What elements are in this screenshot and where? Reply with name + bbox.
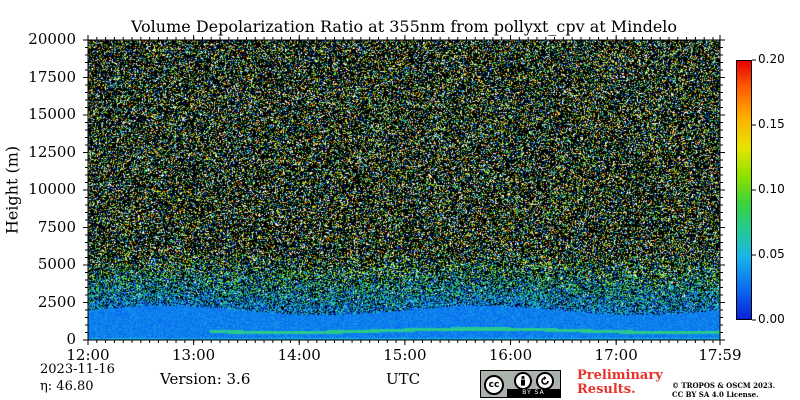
by-person-icon — [514, 372, 532, 390]
y-tick-label: 7500 — [37, 217, 76, 236]
eta-label: η: 46.80 — [40, 379, 94, 394]
y-tick-label: 12500 — [28, 142, 76, 161]
colorbar-tick-label: 0.05 — [758, 247, 785, 261]
x-tick-label: 16:00 — [488, 346, 533, 364]
colorbar — [736, 60, 752, 320]
preliminary-notice: Preliminary Results. — [577, 369, 663, 397]
y-tick-label: 10000 — [28, 180, 76, 198]
y-tick-label: 2500 — [37, 292, 76, 311]
x-axis-label: UTC — [386, 370, 421, 388]
x-tick-label: 12:00 — [66, 346, 110, 364]
depolarization-heatmap — [88, 40, 720, 340]
y-tick-label: 0 — [66, 330, 76, 348]
plot-border — [87, 39, 721, 341]
date-label: 2023-11-16 — [40, 362, 115, 377]
colorbar-tick-label: 0.10 — [758, 182, 785, 196]
x-tick-label: 13:00 — [172, 346, 216, 364]
cc-badge-text: BY SA — [507, 389, 560, 397]
preliminary-line-2: Results. — [577, 382, 636, 397]
copyright-line-1: © TROPOS & OSCM 2023. — [672, 381, 776, 390]
copyright-line-2: CC BY SA 4.0 License. — [672, 390, 759, 399]
x-tick-label: 14:00 — [277, 346, 321, 364]
preliminary-line-1: Preliminary — [577, 368, 663, 383]
y-tick-label: 20000 — [28, 30, 76, 48]
x-tick-label: 15:00 — [383, 346, 427, 364]
x-tick-label: 17:59 — [698, 346, 742, 364]
sa-share-alike-icon — [536, 372, 554, 390]
y-tick-label: 5000 — [37, 255, 76, 273]
copyright-notice: © TROPOS & OSCM 2023. CC BY SA 4.0 Licen… — [672, 381, 775, 399]
x-tick-label: 17:00 — [594, 346, 638, 364]
colorbar-tick-label: 0.15 — [758, 117, 785, 131]
version-label: Version: 3.6 — [160, 370, 251, 388]
colorbar-tick-label: 0.20 — [758, 52, 785, 66]
y-tick-label: 17500 — [28, 67, 76, 86]
cc-license-badge: cc BY SA — [480, 370, 561, 398]
y-tick-label: 15000 — [28, 105, 76, 123]
colorbar-tick-label: 0.00 — [758, 312, 785, 326]
chart-title: Volume Depolarization Ratio at 355nm fro… — [130, 17, 678, 36]
cc-icon: cc — [484, 375, 504, 395]
